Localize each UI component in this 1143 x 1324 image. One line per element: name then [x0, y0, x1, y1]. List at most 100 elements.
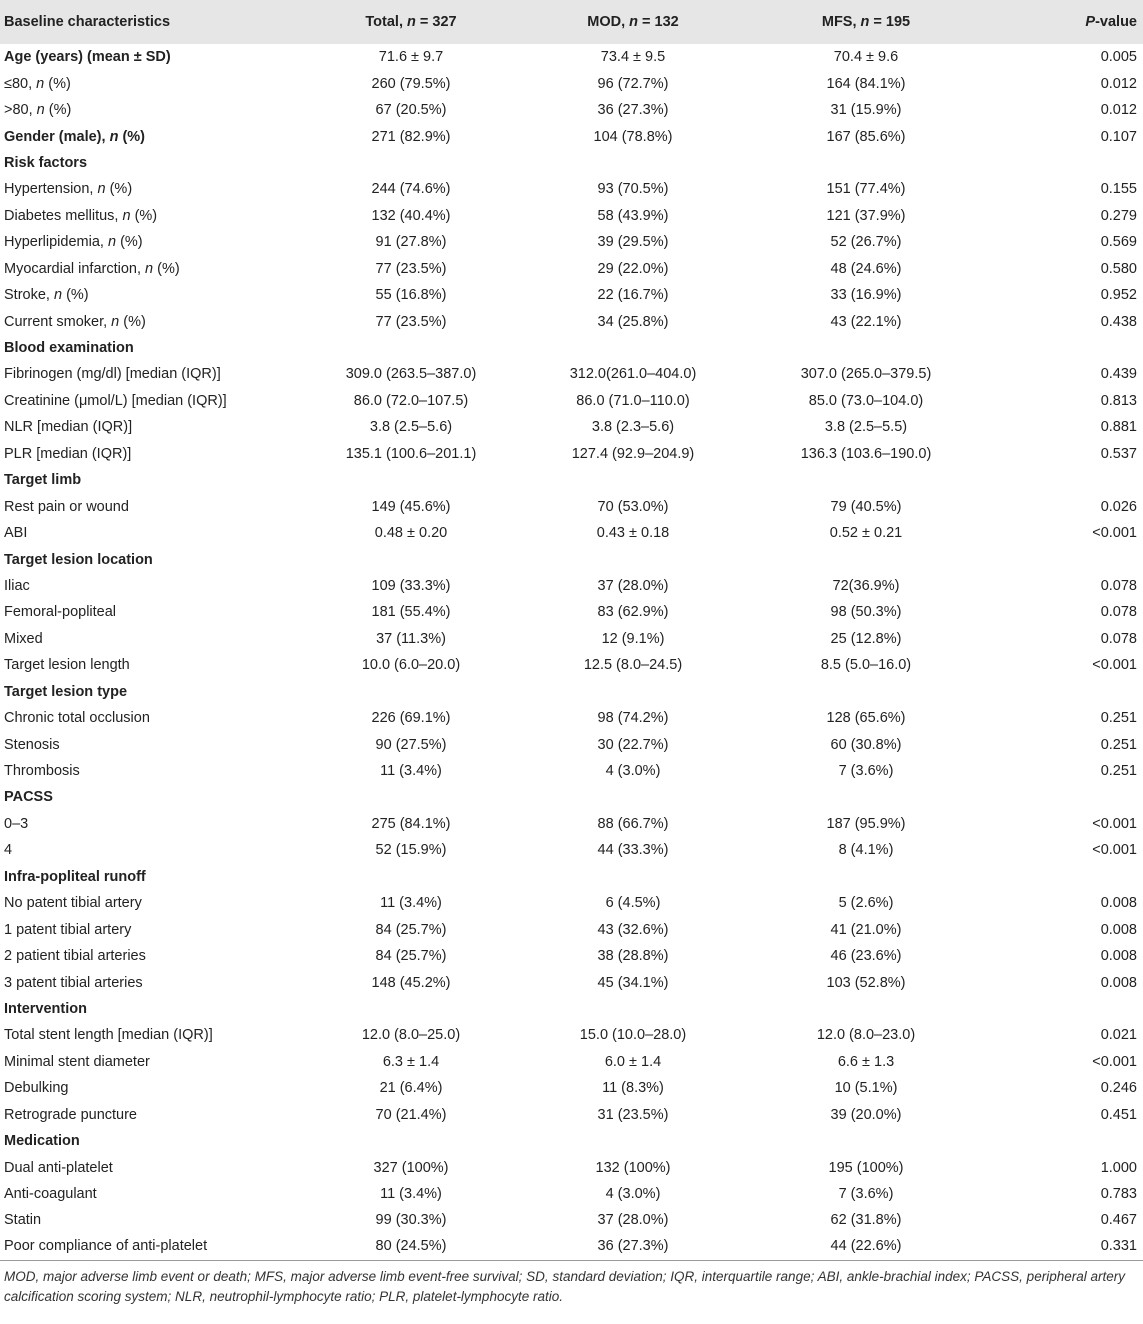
table-row: Myocardial infarction, n (%) 77 (23.5%) 29…: [0, 256, 1143, 282]
cell-total: 149 (45.6%): [371, 498, 451, 515]
cell-p-value: 0.251: [1100, 763, 1137, 780]
table-row: Mixed 37 (11.3%) 12 (9.1%) 25 (12.8%) 0.078: [0, 626, 1143, 652]
cell-mfs: 103 (52.8%): [826, 974, 906, 991]
cell-p-value: [988, 784, 1143, 810]
cell-total: 327 (100%): [373, 1159, 449, 1176]
section-row: Target lesion location: [0, 546, 1143, 572]
cell-total: 11 (3.4%): [380, 763, 442, 780]
cell-p-value: 0.952: [1100, 287, 1137, 304]
cell-p-value: <0.001: [1092, 525, 1137, 542]
cell-mfs: 7 (3.6%): [838, 1186, 894, 1203]
table-row: Femoral-popliteal 181 (55.4%) 83 (62.9%) 98…: [0, 599, 1143, 625]
cell-mod: 12.5 (8.0–24.5): [583, 657, 683, 674]
row-label: Fibrinogen (mg/dl) [median (IQR)]: [4, 366, 221, 383]
cell-mfs: 151 (77.4%): [826, 181, 906, 198]
table-row: 4 52 (15.9%) 44 (33.3%) 8 (4.1%) <0.001: [0, 837, 1143, 863]
row-label: Dual anti-platelet: [4, 1159, 113, 1176]
cell-mfs: [744, 996, 988, 1022]
cell-mod: 44 (33.3%): [597, 842, 669, 859]
cell-p-value: 0.881: [1100, 419, 1137, 436]
cell-p-value: 0.107: [1100, 128, 1137, 145]
row-label: Chronic total occlusion: [4, 710, 150, 727]
cell-p-value: 0.155: [1100, 181, 1137, 198]
cell-total: 80 (24.5%): [375, 1237, 447, 1254]
table-row: Poor compliance of anti-platelet 80 (24.5…: [0, 1234, 1143, 1261]
header-baseline-characteristics: Baseline characteristics: [4, 14, 171, 30]
table-row: Hypertension, n (%) 244 (74.6%) 93 (70.5%)…: [0, 176, 1143, 202]
row-label: Stenosis: [4, 736, 60, 753]
cell-mfs: 121 (37.9%): [826, 207, 906, 224]
cell-mfs: 39 (20.0%): [830, 1106, 902, 1123]
cell-total: 0.48 ± 0.20: [374, 525, 448, 542]
cell-mfs: 8.5 (5.0–16.0): [820, 657, 912, 674]
cell-mfs: 52 (26.7%): [830, 234, 902, 251]
cell-total: 181 (55.4%): [371, 604, 451, 621]
table-row: Retrograde puncture 70 (21.4%) 31 (23.5%) 3…: [0, 1102, 1143, 1128]
cell-mod: 38 (28.8%): [597, 948, 669, 965]
cell-total: [300, 996, 522, 1022]
section-row: Medication: [0, 1128, 1143, 1154]
cell-total: 271 (82.9%): [371, 128, 451, 145]
cell-p-value: 0.008: [1100, 974, 1137, 991]
table-row: Target lesion length 10.0 (6.0–20.0) 12.5 …: [0, 652, 1143, 678]
row-label: Target lesion length: [4, 657, 130, 674]
row-label: 4: [4, 842, 13, 859]
cell-p-value: <0.001: [1092, 657, 1137, 674]
row-label: ABI: [4, 525, 28, 542]
row-label: No patent tibial artery: [4, 895, 142, 912]
header-mfs: MFS, n = 195: [821, 14, 911, 30]
cell-p-value: 0.813: [1100, 392, 1137, 409]
row-label: Poor compliance of anti-platelet: [4, 1237, 208, 1254]
cell-mod: [522, 1128, 744, 1154]
cell-mod: [522, 546, 744, 572]
cell-mod: 30 (22.7%): [597, 736, 669, 753]
row-label: PLR [median (IQR)]: [4, 445, 132, 462]
table-row: Current smoker, n (%) 77 (23.5%) 34 (25.8%…: [0, 308, 1143, 334]
cell-mod: 36 (27.3%): [597, 1237, 669, 1254]
section-row: Intervention: [0, 996, 1143, 1022]
cell-p-value: 0.251: [1100, 710, 1137, 727]
cell-total: [300, 679, 522, 705]
section-row: Blood examination: [0, 335, 1143, 361]
row-label: Creatinine (μmol/L) [median (IQR)]: [4, 392, 227, 409]
cell-total: 260 (79.5%): [371, 75, 451, 92]
row-label: Total stent length [median (IQR)]: [4, 1027, 213, 1044]
cell-total: 86.0 (72.0–107.5): [353, 392, 469, 409]
cell-total: 148 (45.2%): [371, 974, 451, 991]
cell-mfs: 8 (4.1%): [838, 842, 894, 859]
cell-mod: 132 (100%): [595, 1159, 671, 1176]
table-row: Debulking 21 (6.4%) 11 (8.3%) 10 (5.1%) 0.24…: [0, 1075, 1143, 1101]
row-label: Target lesion type: [4, 683, 128, 700]
row-label: Rest pain or wound: [4, 498, 129, 515]
cell-total: 132 (40.4%): [371, 207, 451, 224]
cell-total: 21 (6.4%): [379, 1080, 443, 1097]
table-row: Anti-coagulant 11 (3.4%) 4 (3.0%) 7 (3.6%) 0…: [0, 1181, 1143, 1207]
cell-mfs: 195 (100%): [828, 1159, 904, 1176]
cell-mfs: [744, 546, 988, 572]
section-row: Age (years) (mean ± SD) 71.6 ± 9.7 73.4 ± …: [0, 44, 1143, 70]
cell-total: 52 (15.9%): [375, 842, 447, 859]
cell-mfs: 62 (31.8%): [830, 1212, 902, 1229]
cell-mfs: [744, 467, 988, 493]
cell-mod: 88 (66.7%): [597, 815, 669, 832]
table-row: Stroke, n (%) 55 (16.8%) 22 (16.7%) 33 (16.…: [0, 282, 1143, 308]
cell-total: 55 (16.8%): [375, 287, 447, 304]
cell-p-value: 0.026: [1100, 498, 1137, 515]
cell-total: 37 (11.3%): [376, 630, 446, 647]
cell-total: 10.0 (6.0–20.0): [361, 657, 461, 674]
cell-p-value: 0.451: [1100, 1106, 1137, 1123]
cell-p-value: 0.783: [1100, 1186, 1137, 1203]
table-row: Statin 99 (30.3%) 37 (28.0%) 62 (31.8%) 0.46…: [0, 1207, 1143, 1233]
cell-total: 11 (3.4%): [380, 1186, 442, 1203]
cell-total: 109 (33.3%): [371, 577, 451, 594]
row-label: Anti-coagulant: [4, 1186, 97, 1203]
cell-mfs: 187 (95.9%): [826, 815, 906, 832]
cell-p-value: 1.000: [1100, 1159, 1137, 1176]
table-row: Diabetes mellitus, n (%) 132 (40.4%) 58 (4…: [0, 203, 1143, 229]
cell-mod: 37 (28.0%): [597, 1212, 669, 1229]
cell-total: 226 (69.1%): [371, 710, 451, 727]
cell-mfs: [744, 335, 988, 361]
cell-mod: 29 (22.0%): [597, 260, 669, 277]
cell-mfs: 60 (30.8%): [830, 736, 902, 753]
cell-mod: 127.4 (92.9–204.9): [571, 445, 695, 462]
